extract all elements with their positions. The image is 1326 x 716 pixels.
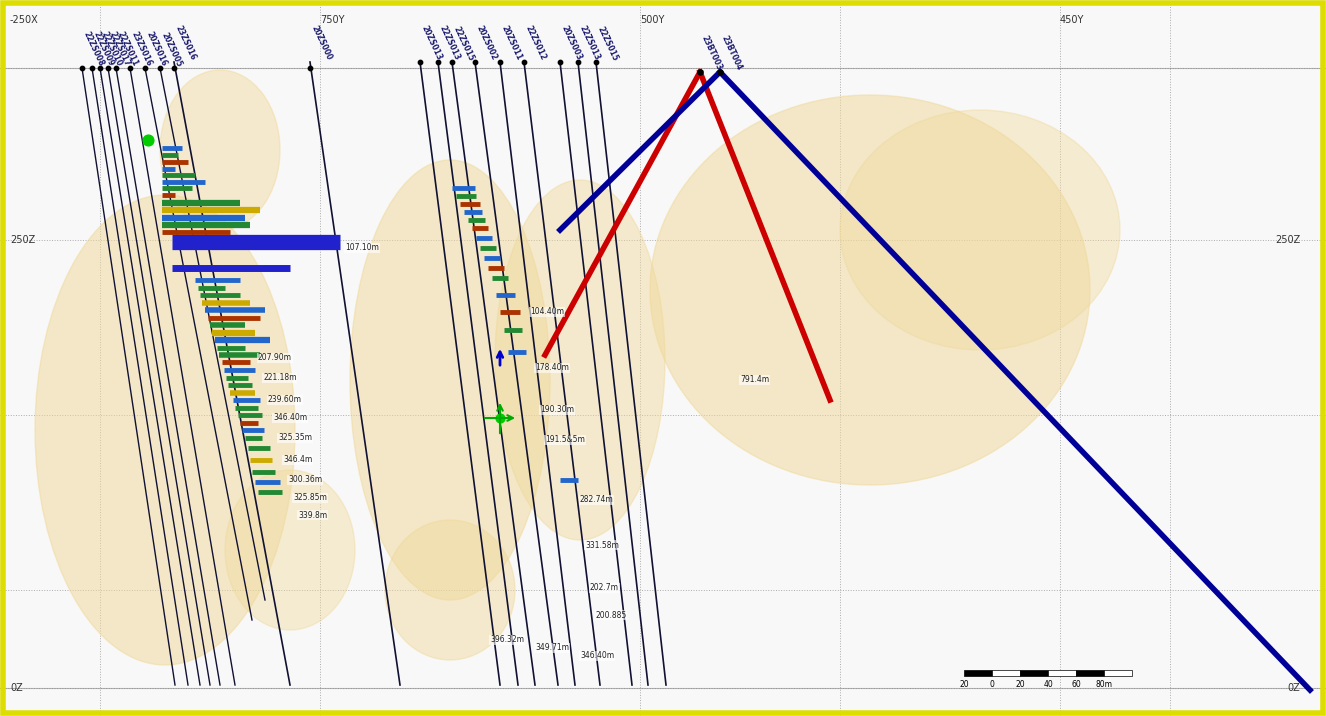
- Point: [72, 62, 93, 74]
- Text: 20: 20: [1016, 680, 1025, 689]
- Point: [89, 62, 110, 74]
- Text: 339.8m: 339.8m: [298, 511, 328, 520]
- Text: 190.30m: 190.30m: [540, 405, 574, 415]
- Text: 22ZS008: 22ZS008: [82, 30, 106, 68]
- Text: 23BT003: 23BT003: [700, 34, 724, 72]
- Text: 22ZS011: 22ZS011: [115, 31, 141, 68]
- Text: 104.40m: 104.40m: [530, 307, 564, 316]
- Bar: [1075, 670, 1105, 676]
- Text: 178.40m: 178.40m: [534, 364, 569, 372]
- Point: [105, 62, 126, 74]
- Text: 349.71m: 349.71m: [534, 644, 569, 652]
- Text: 23ZS016: 23ZS016: [174, 24, 198, 62]
- Point: [410, 57, 431, 68]
- Ellipse shape: [160, 70, 280, 230]
- Point: [119, 62, 141, 74]
- Text: 20ZS000: 20ZS000: [310, 24, 334, 62]
- Ellipse shape: [650, 95, 1090, 485]
- Text: 239.60m: 239.60m: [268, 395, 302, 405]
- Point: [549, 57, 570, 68]
- Text: 202.7m: 202.7m: [590, 584, 619, 593]
- Text: 331.58m: 331.58m: [585, 541, 619, 549]
- Text: 22ZS017: 22ZS017: [107, 30, 133, 68]
- Point: [81, 62, 102, 74]
- Text: 396.32m: 396.32m: [491, 636, 524, 644]
- Ellipse shape: [34, 195, 294, 665]
- Text: 221.18m: 221.18m: [263, 374, 297, 382]
- Point: [513, 57, 534, 68]
- Text: 282.74m: 282.74m: [579, 495, 614, 505]
- Text: 750Y: 750Y: [320, 15, 345, 25]
- Point: [690, 67, 711, 78]
- Text: 346.40m: 346.40m: [579, 652, 614, 660]
- Point: [150, 62, 171, 74]
- Point: [138, 135, 159, 146]
- Ellipse shape: [350, 160, 550, 600]
- Point: [568, 57, 589, 68]
- Point: [300, 62, 321, 74]
- Point: [585, 57, 606, 68]
- Text: 0Z: 0Z: [11, 683, 23, 693]
- Text: 20ZS013: 20ZS013: [420, 24, 444, 62]
- Text: 22ZS015: 22ZS015: [452, 24, 476, 62]
- Point: [464, 57, 485, 68]
- Point: [489, 412, 511, 424]
- Point: [489, 57, 511, 68]
- Text: 23BT004: 23BT004: [720, 34, 744, 72]
- Ellipse shape: [495, 180, 666, 540]
- Text: 23ZS016: 23ZS016: [130, 31, 154, 68]
- Text: 20: 20: [959, 680, 969, 689]
- Bar: [1048, 670, 1075, 676]
- Text: 20ZS016: 20ZS016: [145, 31, 168, 68]
- Text: 325.85m: 325.85m: [293, 493, 328, 503]
- Text: 0Z: 0Z: [1288, 683, 1299, 693]
- Text: 107.10m: 107.10m: [345, 243, 379, 253]
- Bar: [964, 670, 992, 676]
- Text: 500Y: 500Y: [640, 15, 664, 25]
- Text: 346.40m: 346.40m: [273, 414, 308, 422]
- Point: [709, 67, 731, 78]
- Text: 20ZS005: 20ZS005: [160, 31, 184, 68]
- Text: 22ZS012: 22ZS012: [524, 24, 548, 62]
- Text: 80m: 80m: [1095, 680, 1113, 689]
- Point: [427, 57, 448, 68]
- Text: 22ZS009: 22ZS009: [91, 31, 115, 68]
- Point: [442, 57, 463, 68]
- Text: 20ZS003: 20ZS003: [560, 24, 583, 62]
- Ellipse shape: [225, 470, 355, 630]
- Text: 791.4m: 791.4m: [740, 375, 769, 384]
- Text: 22ZS013: 22ZS013: [578, 24, 602, 62]
- Text: 20ZS002: 20ZS002: [475, 24, 499, 62]
- Ellipse shape: [839, 110, 1120, 350]
- Text: 346.4m: 346.4m: [282, 455, 312, 465]
- Bar: [1020, 670, 1048, 676]
- Text: 60: 60: [1071, 680, 1081, 689]
- Text: 22ZS010: 22ZS010: [99, 31, 123, 68]
- Bar: [1105, 670, 1132, 676]
- Text: 22ZS015: 22ZS015: [595, 24, 619, 62]
- Text: 250Z: 250Z: [1274, 235, 1299, 245]
- Text: 191.5&5m: 191.5&5m: [545, 435, 585, 445]
- Point: [134, 62, 155, 74]
- Text: 207.90m: 207.90m: [259, 354, 292, 362]
- Bar: [992, 670, 1020, 676]
- Text: 450Y: 450Y: [1059, 15, 1085, 25]
- Text: 300.36m: 300.36m: [288, 475, 322, 485]
- Text: 20ZS011: 20ZS011: [500, 24, 524, 62]
- Point: [97, 62, 118, 74]
- Text: 0: 0: [989, 680, 994, 689]
- Text: -250X: -250X: [11, 15, 38, 25]
- Text: 325.35m: 325.35m: [278, 433, 312, 442]
- Point: [163, 62, 184, 74]
- Ellipse shape: [385, 520, 514, 660]
- Text: 22ZS013: 22ZS013: [438, 24, 461, 62]
- Text: 200.885: 200.885: [595, 611, 626, 619]
- Text: 250Z: 250Z: [11, 235, 36, 245]
- Text: 40: 40: [1044, 680, 1053, 689]
